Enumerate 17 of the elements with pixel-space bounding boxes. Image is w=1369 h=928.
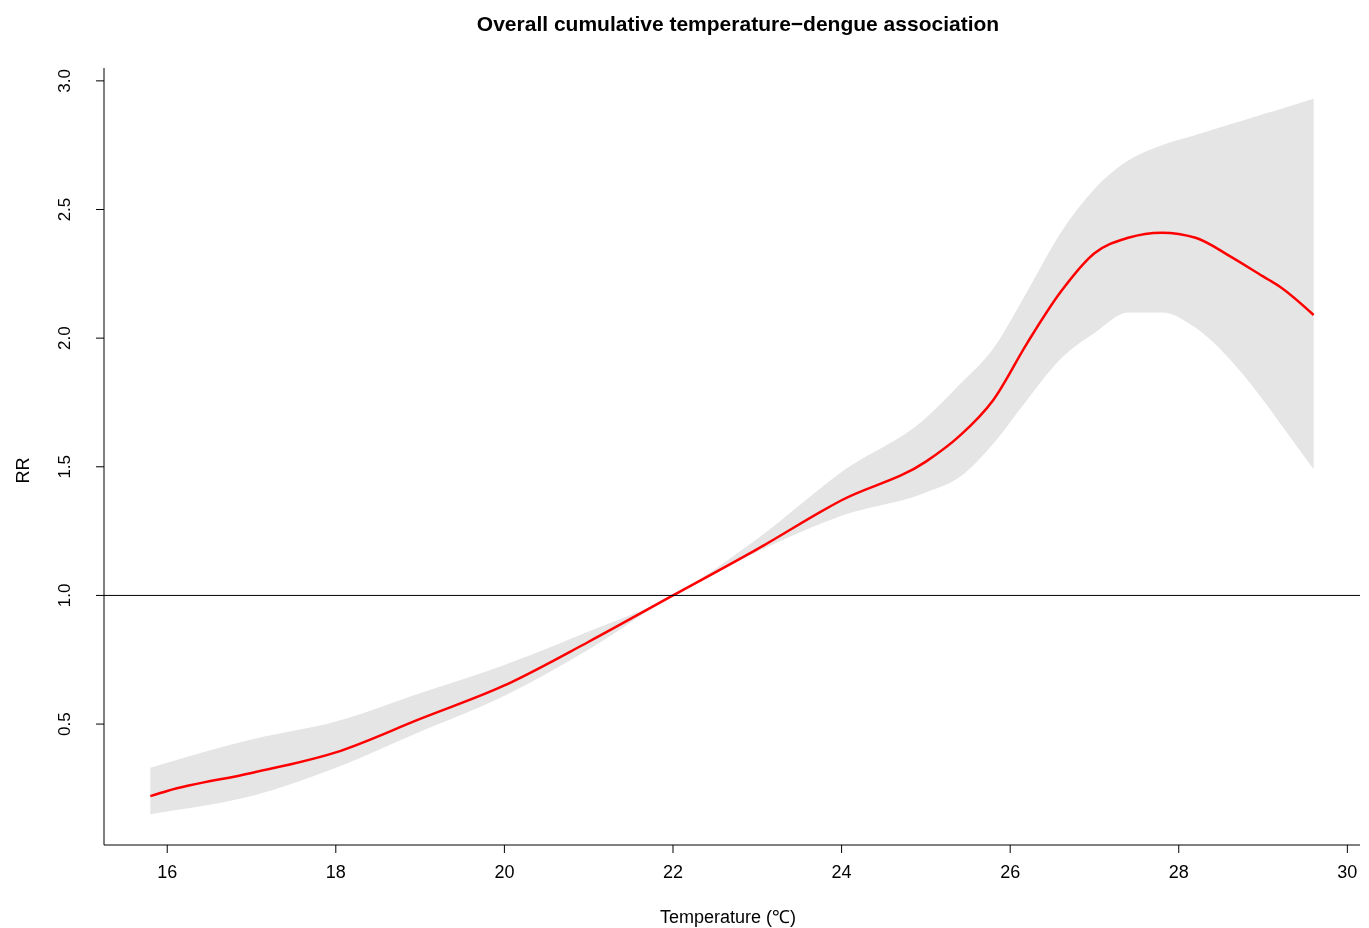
- x-tick-label: 24: [831, 861, 852, 882]
- x-tick-label: 18: [325, 861, 346, 882]
- x-tick-label: 28: [1168, 861, 1189, 882]
- x-tick-label: 16: [157, 861, 178, 882]
- x-tick-label: 26: [1000, 861, 1021, 882]
- y-tick-label: 2.5: [55, 197, 74, 222]
- y-tick-label: 1.5: [55, 454, 74, 479]
- chart-title: Overall cumulative temperature−dengue association: [475, 12, 1001, 36]
- x-axis-title: Temperature (℃): [658, 906, 797, 928]
- x-tick-label: 30: [1337, 861, 1358, 882]
- x-tick-label: 20: [494, 861, 515, 882]
- y-tick-label: 3.0: [55, 69, 74, 93]
- y-tick-label: 1.0: [55, 583, 74, 608]
- x-tick-label: 22: [662, 861, 684, 882]
- y-tick-label: 2.0: [55, 326, 74, 350]
- y-axis-title: RR: [12, 456, 34, 486]
- y-tick-label: 0.5: [55, 712, 74, 736]
